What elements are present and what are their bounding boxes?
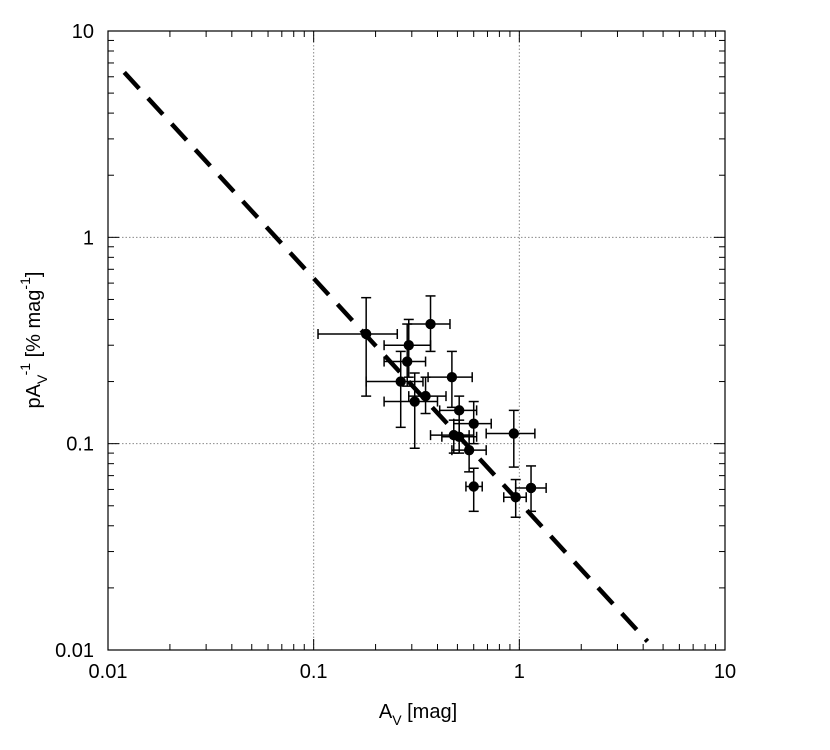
x-axis-label-main: A xyxy=(379,701,393,723)
data-point-4 xyxy=(395,376,406,387)
y-axis-label-rest-sup: -1 xyxy=(17,277,33,290)
data-point-14 xyxy=(468,481,479,492)
x-axis-label-rest: [mag] xyxy=(402,701,458,723)
data-point-8 xyxy=(453,405,465,416)
y-axis-label-end: ] xyxy=(23,272,45,278)
y-tick-label-0: 0.01 xyxy=(55,640,94,662)
x-tick-label-1: 0.1 xyxy=(300,661,328,683)
y-axis-label: pAV-1 [% mag-1] xyxy=(17,272,50,409)
data-point-1 xyxy=(425,318,436,330)
data-point-16 xyxy=(525,482,537,494)
axis-ticks: 0.01 0.1 1 10 0.01 0.1 1 10 xyxy=(55,21,736,683)
data-point-5 xyxy=(446,371,458,383)
error-bar-4 xyxy=(365,350,424,429)
data-point-6 xyxy=(409,396,420,407)
x-tick-label-0: 0.01 xyxy=(89,661,128,683)
fit-line xyxy=(122,70,650,643)
data-point-12 xyxy=(463,444,475,456)
y-axis-label-sup: -1 xyxy=(17,363,33,376)
y-tick-label-2: 1 xyxy=(83,227,94,249)
data-point-0 xyxy=(360,328,372,340)
y-tick-label-3: 10 xyxy=(72,21,94,43)
data-point-7 xyxy=(420,390,431,402)
y-axis-label-sub: V xyxy=(34,374,50,384)
data-points-layer xyxy=(360,318,537,503)
x-tick-label-2: 1 xyxy=(514,661,525,683)
y-axis-label-rest: [% mag xyxy=(23,290,45,363)
x-tick-label-3: 10 xyxy=(714,661,736,683)
data-point-11 xyxy=(453,431,465,442)
data-point-9 xyxy=(468,418,479,429)
data-point-13 xyxy=(508,428,520,439)
grid-lines xyxy=(108,31,725,650)
error-bars-layer xyxy=(317,295,547,518)
plot-frame xyxy=(107,30,726,651)
x-axis-label-sub: V xyxy=(392,712,402,728)
data-point-2 xyxy=(403,340,414,351)
x-axis-label: AV [mag] xyxy=(379,701,457,728)
y-axis-label-main: pA xyxy=(23,383,45,408)
y-tick-label-1: 0.1 xyxy=(66,434,94,456)
data-point-3 xyxy=(402,356,413,367)
data-point-15 xyxy=(510,492,521,503)
fit-line-layer xyxy=(122,70,650,643)
